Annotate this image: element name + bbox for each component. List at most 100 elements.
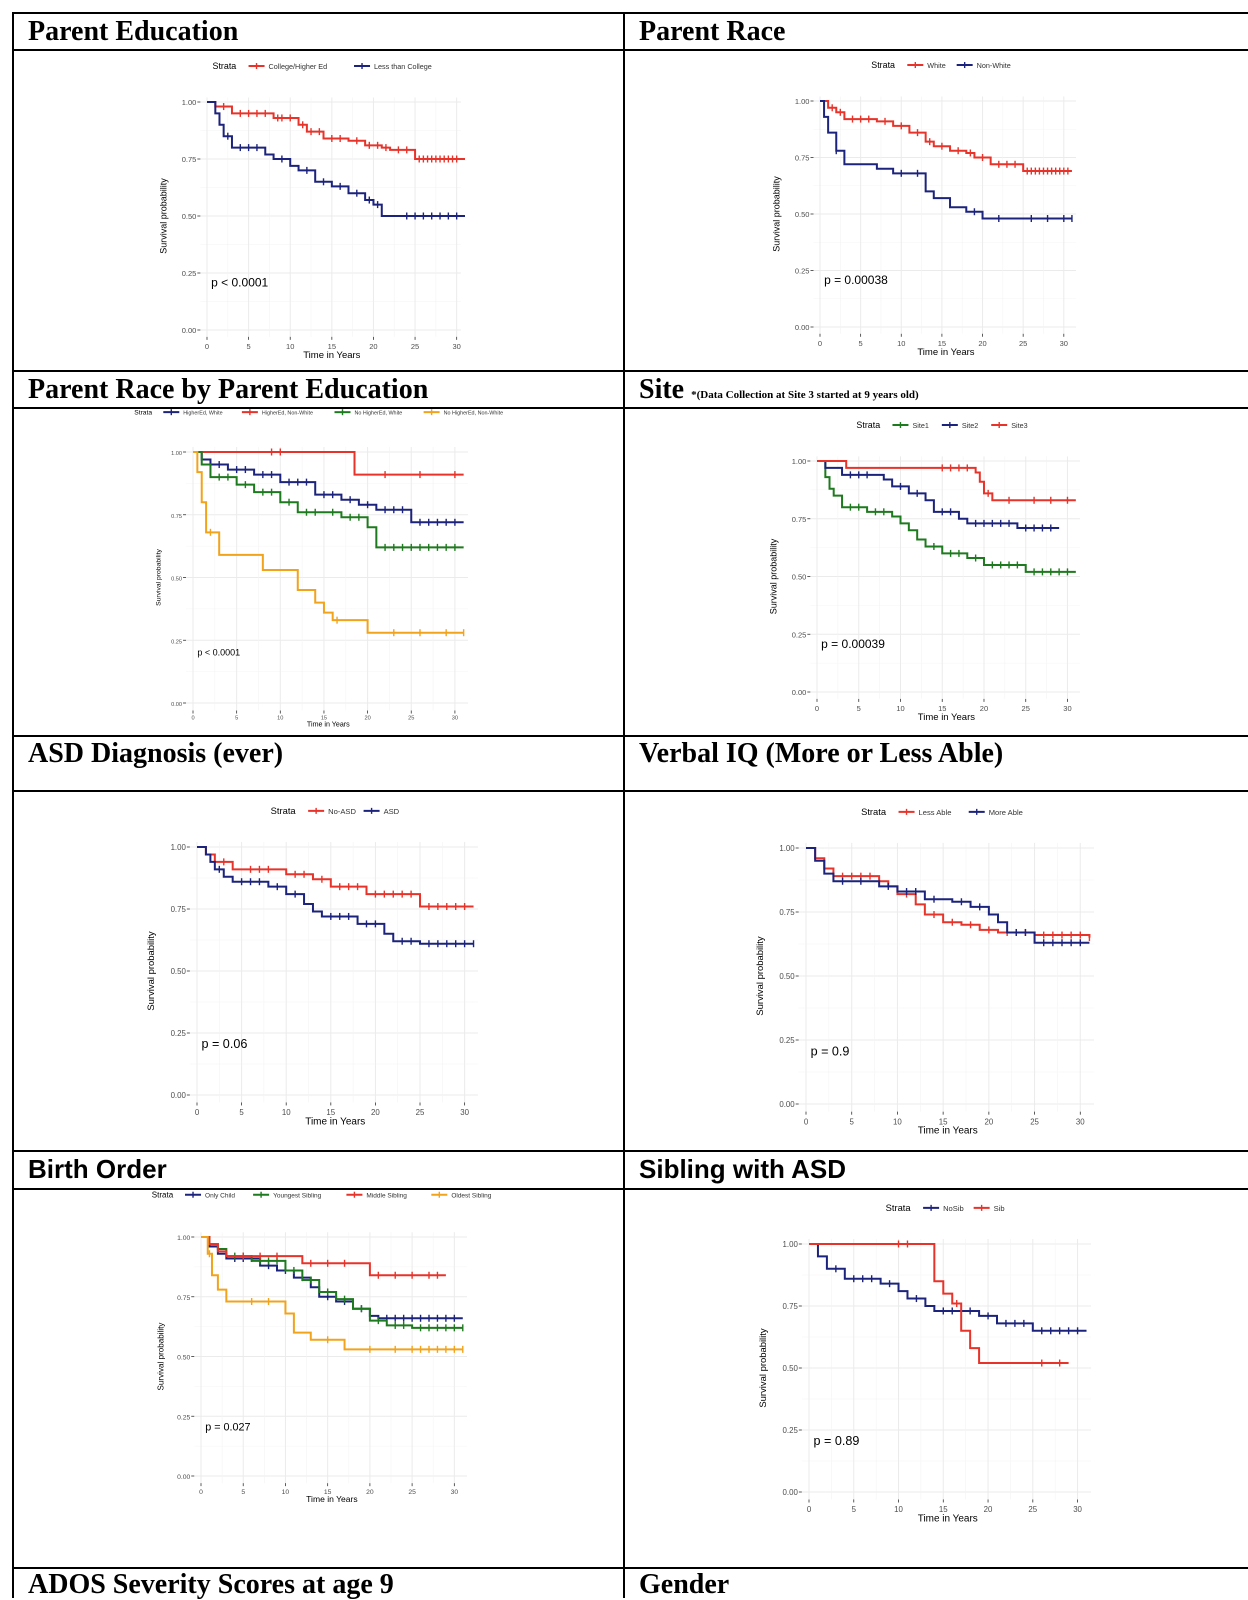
km-curve-only-child <box>201 1236 463 1320</box>
x-tick-label: 15 <box>326 1108 335 1117</box>
y-tick-label: 0.25 <box>795 267 810 276</box>
legend: Strata Site1 Site2 Site3 <box>856 420 1027 430</box>
x-tick-label: 5 <box>239 1108 244 1117</box>
gridlines <box>813 96 1076 334</box>
x-tick-label: 20 <box>984 1505 993 1514</box>
legend: Strata NoSib Sib <box>886 1203 1005 1213</box>
x-axis-label: Time in Years <box>918 1513 978 1524</box>
x-tick-label: 30 <box>460 1108 469 1117</box>
header-site-note: *(Data Collection at Site 3 started at 9… <box>691 389 919 401</box>
x-tick-label: 0 <box>191 716 194 722</box>
y-tick-label: 0.00 <box>177 1474 190 1481</box>
x-tick-label: 10 <box>286 342 294 351</box>
legend-entry: No-ASD <box>328 807 356 816</box>
y-tick-label: 0.25 <box>182 269 197 278</box>
x-tick-label: 5 <box>247 342 251 351</box>
legend-title: Strata <box>871 60 895 70</box>
x-tick-label: 15 <box>328 342 336 351</box>
legend-entry: Youngest Sibling <box>273 1192 322 1199</box>
table-rule <box>12 1188 1248 1190</box>
y-tick-label: 0.00 <box>792 688 807 697</box>
y-tick-label: 0.75 <box>783 1302 799 1311</box>
x-tick-label: 20 <box>984 1117 993 1126</box>
gridlines <box>194 1232 467 1484</box>
y-tick-label: 1.00 <box>795 97 810 106</box>
y-tick-label: 0.00 <box>171 702 182 708</box>
table-divider <box>623 12 625 1598</box>
p-value: p = 0.00039 <box>821 637 885 651</box>
legend-entry: More Able <box>989 808 1023 817</box>
y-tick-label: 0.75 <box>171 514 182 520</box>
legend-entry: Sib <box>994 1204 1005 1213</box>
y-tick-label: 0.25 <box>783 1426 799 1435</box>
legend-entry: HigherEd, White <box>183 410 222 416</box>
x-tick-label: 15 <box>939 1117 948 1126</box>
y-tick-label: 1.00 <box>779 844 795 853</box>
y-tick-label: 1.00 <box>171 843 187 852</box>
km-curve-no-highered-white <box>193 451 464 549</box>
x-tick-label: 5 <box>857 704 861 713</box>
km-curve-white <box>820 100 1072 173</box>
y-axis-label: Survival probability <box>157 1322 166 1391</box>
x-tick-label: 10 <box>896 704 904 713</box>
x-tick-label: 25 <box>1030 1117 1039 1126</box>
x-tick-label: 25 <box>1019 339 1027 348</box>
x-tick-label: 15 <box>938 704 946 713</box>
y-tick-label: 0.50 <box>795 210 810 219</box>
km-curve-no-asd <box>197 846 474 908</box>
legend-title: Strata <box>271 806 297 816</box>
table-rule <box>12 49 1248 51</box>
x-axis-label: Time in Years <box>307 720 350 728</box>
x-tick-label: 0 <box>195 1108 200 1117</box>
legend-entry: Site1 <box>912 421 928 430</box>
y-tick-label: 0.50 <box>177 1355 190 1362</box>
y-tick-label: 0.75 <box>795 154 810 163</box>
chart-parent-education: 0.00 0.25 0.50 0.75 1.00 0 5 10 15 20 25 30 Time in … <box>158 61 465 361</box>
km-curve-site1 <box>817 460 1076 573</box>
chart-site: 0.00 0.25 0.50 0.75 1.00 0 5 10 15 20 25 30 Time in … <box>768 420 1080 723</box>
km-curve-site2 <box>817 460 1060 529</box>
x-tick-label: 15 <box>324 1489 332 1496</box>
x-tick-label: 0 <box>807 1505 812 1514</box>
x-tick-label: 30 <box>452 716 458 722</box>
legend-title: Strata <box>856 420 880 430</box>
x-tick-label: 0 <box>199 1489 203 1496</box>
gridlines <box>200 97 461 337</box>
x-tick-label: 30 <box>1073 1505 1082 1514</box>
y-tick-label: 1.00 <box>171 451 182 457</box>
y-tick-label: 0.50 <box>779 972 795 981</box>
x-tick-label: 25 <box>411 342 419 351</box>
x-tick-label: 10 <box>277 716 283 722</box>
legend-entry: HigherEd, Non-White <box>262 410 313 416</box>
x-tick-label: 25 <box>408 716 414 722</box>
header-race-by-education: Parent Race by Parent Education <box>28 374 429 405</box>
x-tick-label: 5 <box>859 339 863 348</box>
y-axis-label: Survival probability <box>758 1328 769 1407</box>
header-gender: Gender <box>639 1569 730 1600</box>
header-birth-order: Birth Order <box>28 1154 167 1184</box>
chart-sibling-asd: 0.00 0.25 0.50 0.75 1.00 0 5 10 15 20 25 30 Time in … <box>758 1203 1091 1524</box>
x-tick-label: 25 <box>1028 1505 1037 1514</box>
km-curve-college-higher-ed <box>207 101 465 160</box>
legend-entry: NoSib <box>943 1204 964 1213</box>
y-axis-label: Survival probability <box>158 178 168 254</box>
legend-entry: Less Able <box>919 808 952 817</box>
y-tick-label: 0.50 <box>182 212 197 221</box>
x-tick-label: 30 <box>451 1489 459 1496</box>
x-tick-label: 20 <box>369 342 377 351</box>
p-value: p < 0.0001 <box>211 276 268 290</box>
x-axis-label: Time in Years <box>918 712 975 723</box>
legend-entry: ASD <box>384 807 400 816</box>
header-site: Site *(Data Collection at Site 3 started… <box>639 376 919 404</box>
chart-parent-race: 0.00 0.25 0.50 0.75 1.00 0 5 10 15 20 25 30 Time in … <box>771 60 1076 358</box>
y-axis-label: Survival probability <box>146 931 157 1010</box>
x-tick-label: 15 <box>939 1505 948 1514</box>
y-axis-label: Survival probability <box>771 176 781 252</box>
y-axis-label: Survival probability <box>755 936 766 1015</box>
x-axis-label: Time in Years <box>306 1494 357 1504</box>
x-tick-label: 25 <box>1022 704 1030 713</box>
km-curve-site3 <box>817 460 1076 502</box>
km-curve-asd <box>197 846 474 945</box>
y-tick-label: 1.00 <box>182 98 197 107</box>
y-tick-label: 0.25 <box>171 639 182 645</box>
